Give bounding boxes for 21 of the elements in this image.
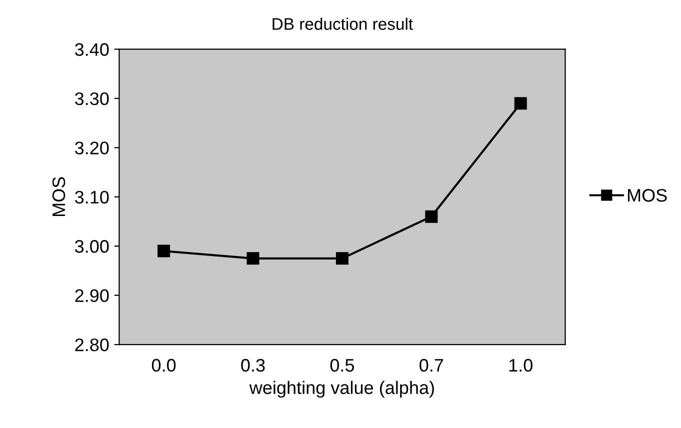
y-tick-label: 3.20 bbox=[75, 142, 109, 154]
x-tick-label: 0.7 bbox=[420, 358, 444, 372]
x-tick-label: 1.0 bbox=[509, 358, 532, 372]
point bbox=[158, 244, 170, 258]
x-tick-label: 0.3 bbox=[241, 358, 265, 372]
y-tick-label: 2.90 bbox=[75, 289, 109, 302]
y-tick-label: 2.80 bbox=[75, 338, 109, 352]
chart-title: DB reduction result bbox=[272, 18, 413, 30]
point bbox=[336, 252, 348, 265]
y-axis-title: MOS bbox=[52, 177, 66, 216]
y-tick-label: 3.30 bbox=[75, 92, 109, 106]
x-tick-label: 0.0 bbox=[152, 358, 176, 372]
y-tick-label: 3.40 bbox=[75, 43, 109, 56]
x-tick-label: 0.5 bbox=[330, 358, 354, 372]
legend-label: MOS bbox=[628, 188, 667, 202]
point bbox=[425, 210, 438, 223]
x-axis-title: weighting value (alpha) bbox=[249, 380, 434, 398]
point bbox=[514, 97, 527, 110]
point bbox=[246, 252, 260, 265]
y-tick-label: 3.00 bbox=[75, 240, 109, 253]
y-tick-label: 3.10 bbox=[75, 190, 109, 204]
